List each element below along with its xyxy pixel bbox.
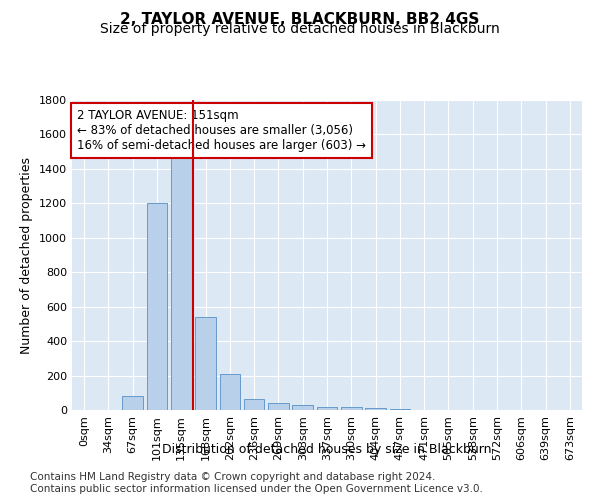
Bar <box>389 409 410 410</box>
Bar <box>146 204 167 410</box>
Text: Contains HM Land Registry data © Crown copyright and database right 2024.: Contains HM Land Registry data © Crown c… <box>30 472 436 482</box>
Text: Distribution of detached houses by size in Blackburn: Distribution of detached houses by size … <box>162 442 492 456</box>
Y-axis label: Number of detached properties: Number of detached properties <box>20 156 34 354</box>
Text: 2, TAYLOR AVENUE, BLACKBURN, BB2 4GS: 2, TAYLOR AVENUE, BLACKBURN, BB2 4GS <box>121 12 479 28</box>
Bar <box>195 317 216 410</box>
Bar <box>341 406 362 410</box>
Bar <box>122 396 143 410</box>
Text: Contains public sector information licensed under the Open Government Licence v3: Contains public sector information licen… <box>30 484 483 494</box>
Bar <box>292 405 313 410</box>
Text: Size of property relative to detached houses in Blackburn: Size of property relative to detached ho… <box>100 22 500 36</box>
Bar <box>220 374 240 410</box>
Text: 2 TAYLOR AVENUE: 151sqm
← 83% of detached houses are smaller (3,056)
16% of semi: 2 TAYLOR AVENUE: 151sqm ← 83% of detache… <box>77 110 366 152</box>
Bar <box>244 399 265 410</box>
Bar <box>317 406 337 410</box>
Bar <box>365 408 386 410</box>
Bar <box>171 155 191 410</box>
Bar <box>268 403 289 410</box>
